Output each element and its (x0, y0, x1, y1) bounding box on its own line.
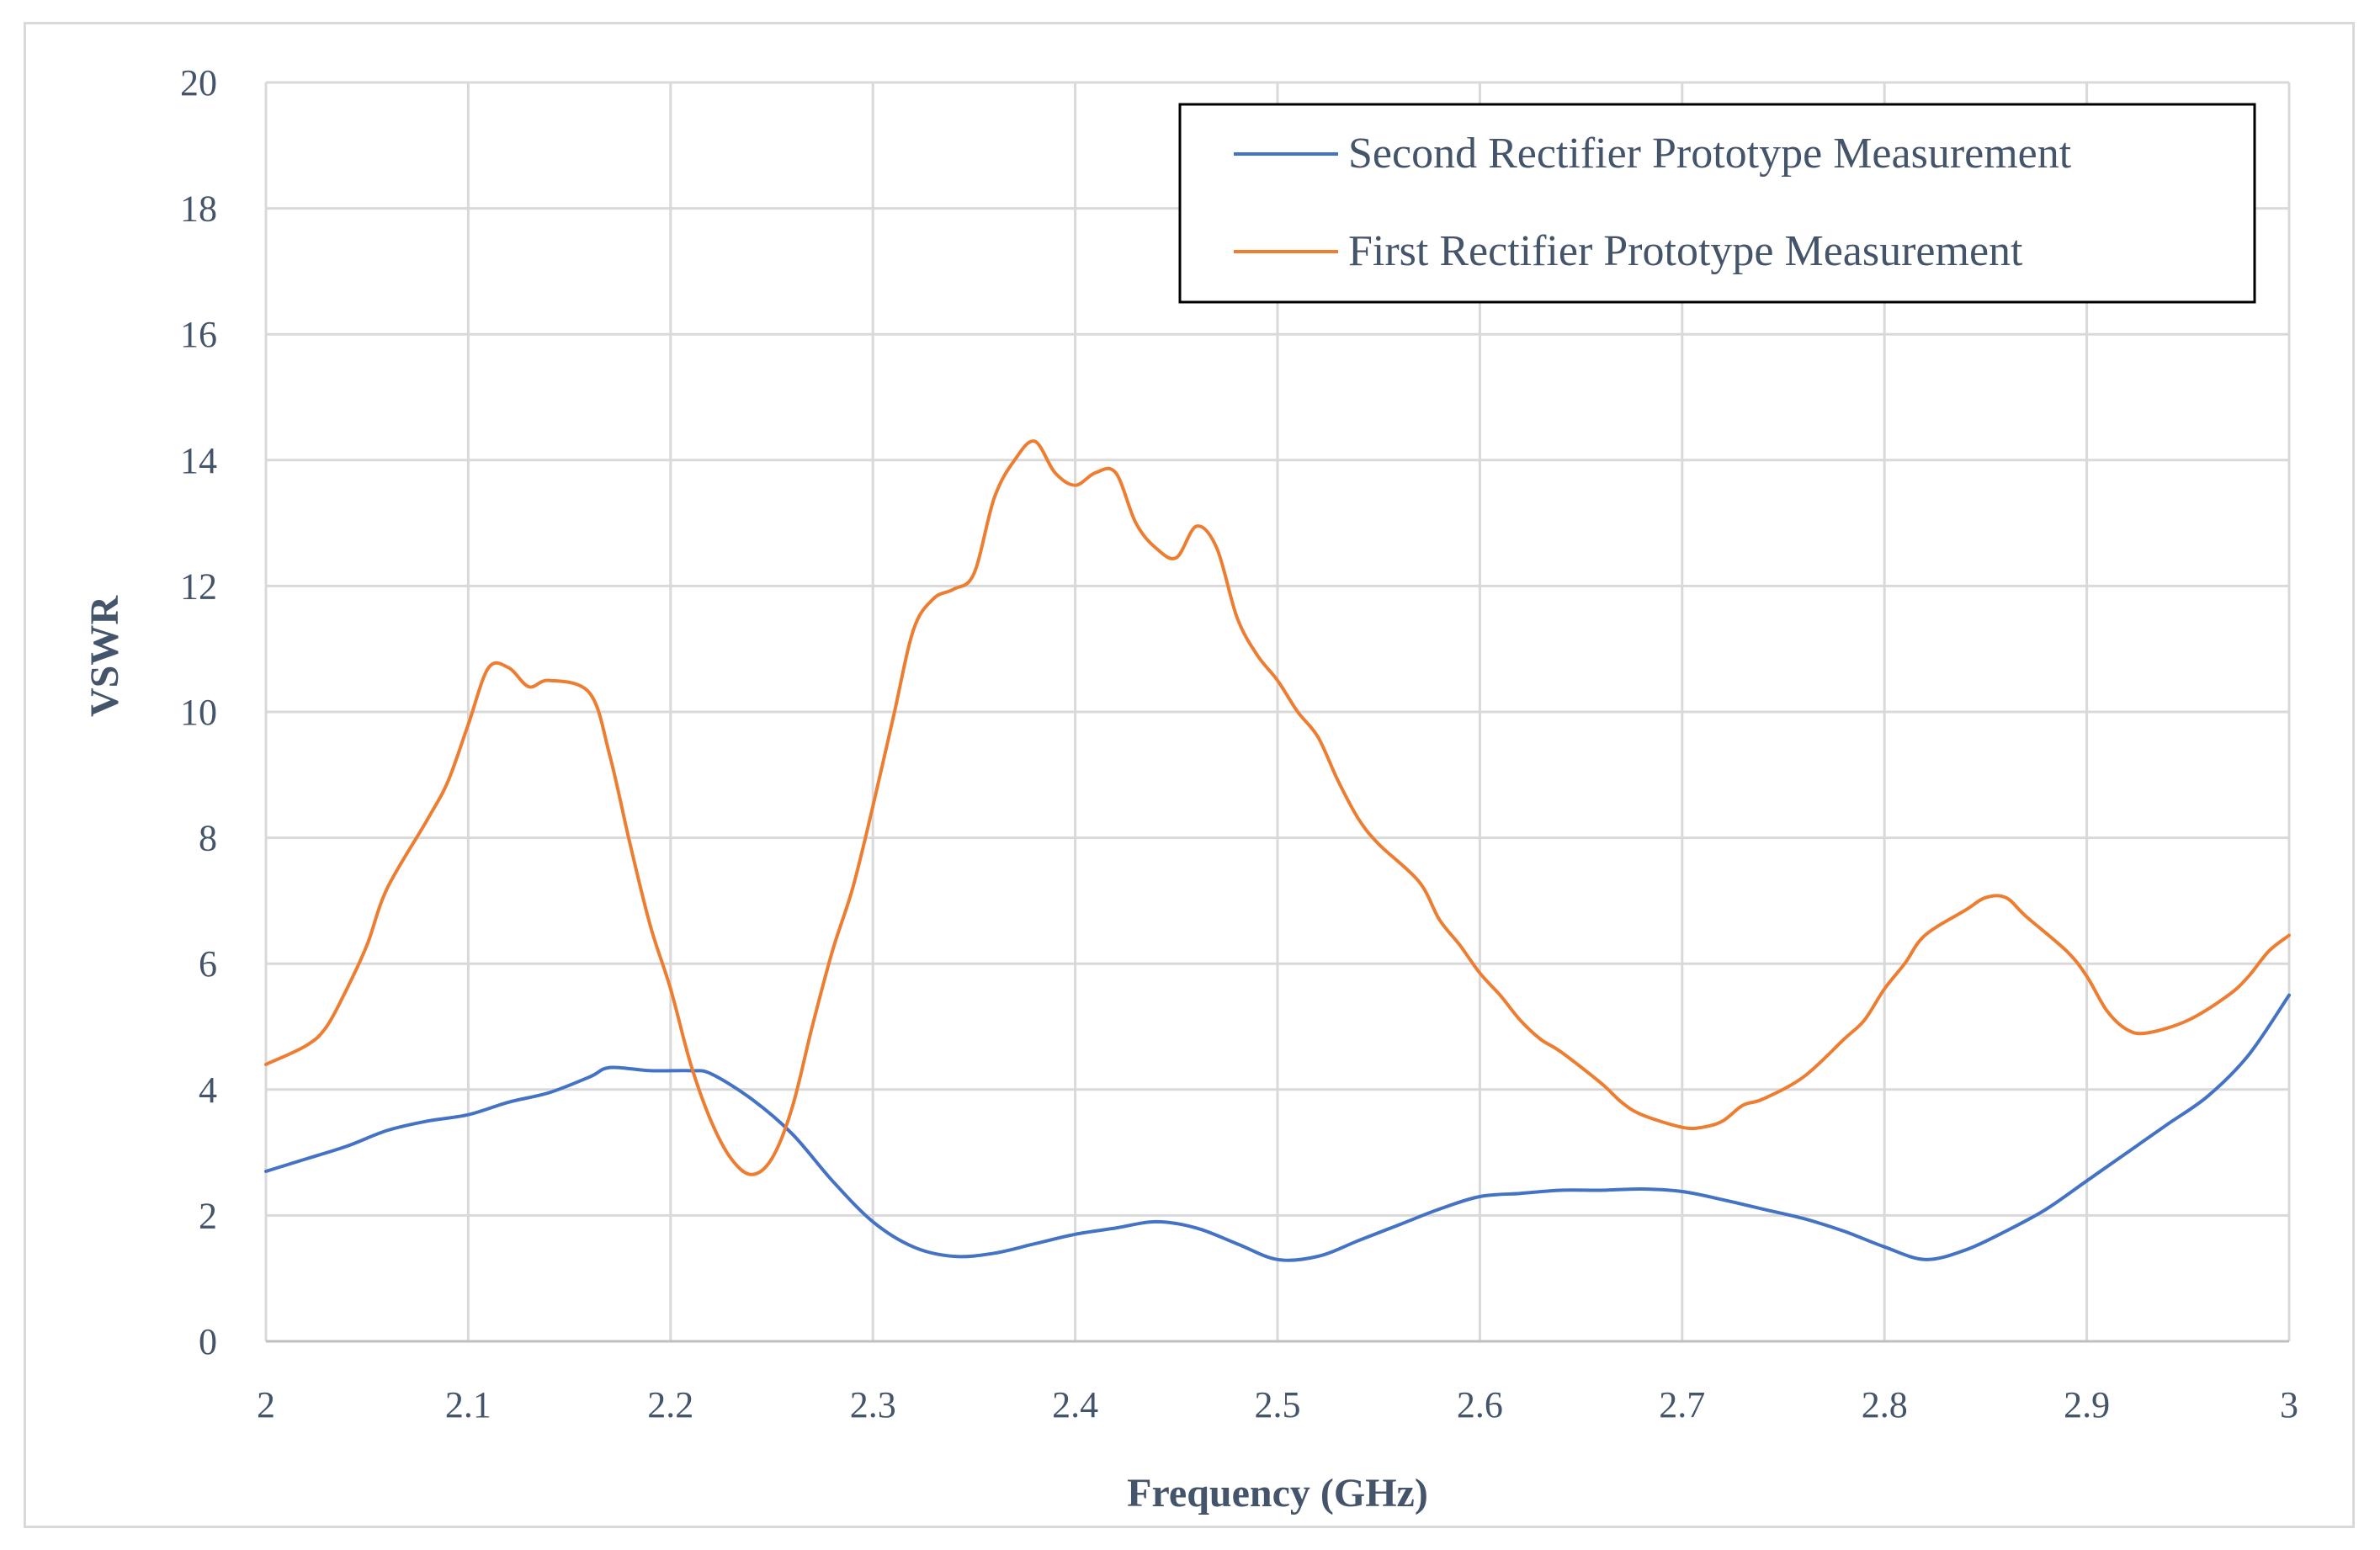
y-tick-label: 16 (180, 314, 217, 355)
series-line-first-prototype (264, 439, 2291, 1176)
y-tick-label: 2 (199, 1195, 217, 1236)
x-tick-labels: 2 2.1 2.2 2.3 2.4 2.5 2.6 2.7 2.8 2.9 3 (257, 1384, 2298, 1425)
y-tick-label: 10 (180, 692, 217, 733)
x-tick-label: 2.1 (445, 1384, 491, 1425)
legend-label-first-prototype: First Rectifier Prototype Measurement (1348, 227, 2023, 275)
series-lines (264, 439, 2291, 1262)
x-tick-label: 2.7 (1659, 1384, 1705, 1425)
y-tick-label: 12 (180, 565, 217, 607)
series-line-second-prototype (264, 993, 2291, 1262)
x-tick-label: 2.5 (1255, 1384, 1301, 1425)
x-tick-label: 2.8 (1862, 1384, 1908, 1425)
y-tick-label: 0 (199, 1321, 217, 1362)
legend-box (1178, 103, 2256, 304)
x-tick-label: 2.6 (1457, 1384, 1503, 1425)
y-tick-label: 14 (180, 440, 217, 481)
x-tick-label: 2.2 (647, 1384, 693, 1425)
y-tick-label: 18 (180, 188, 217, 230)
y-tick-labels: 0 2 4 6 8 10 12 14 16 18 20 (180, 62, 217, 1362)
x-axis-title: Frequency (GHz) (1127, 1471, 1428, 1515)
y-tick-label: 8 (199, 818, 217, 859)
legend-label-second-prototype: Second Rectifier Prototype Measurement (1348, 130, 2072, 178)
axes (264, 82, 2289, 1343)
x-tick-label: 3 (2280, 1384, 2298, 1425)
y-axis-title: VSWR (82, 595, 127, 717)
x-tick-label: 2.3 (850, 1384, 896, 1425)
x-tick-label: 2.4 (1052, 1384, 1098, 1425)
y-tick-label: 6 (199, 943, 217, 985)
y-tick-label: 4 (199, 1070, 217, 1111)
x-tick-label: 2.9 (2064, 1384, 2110, 1425)
legend: Second Rectifier Prototype Measurement F… (1178, 103, 2256, 304)
x-tick-label: 2 (257, 1384, 275, 1425)
y-tick-label: 20 (180, 62, 217, 104)
